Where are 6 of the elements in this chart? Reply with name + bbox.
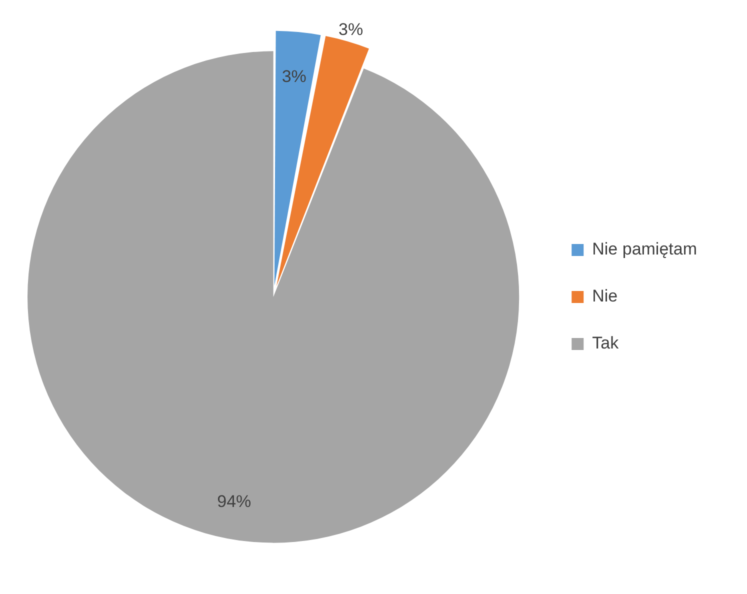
legend-label: Nie [592,286,618,306]
data-label: 3% [282,66,306,86]
data-label: 94% [217,492,252,511]
data-label: 3% [338,20,364,39]
legend-label: Tak [592,334,620,353]
legend-label: Nie pamiętam [592,240,698,259]
